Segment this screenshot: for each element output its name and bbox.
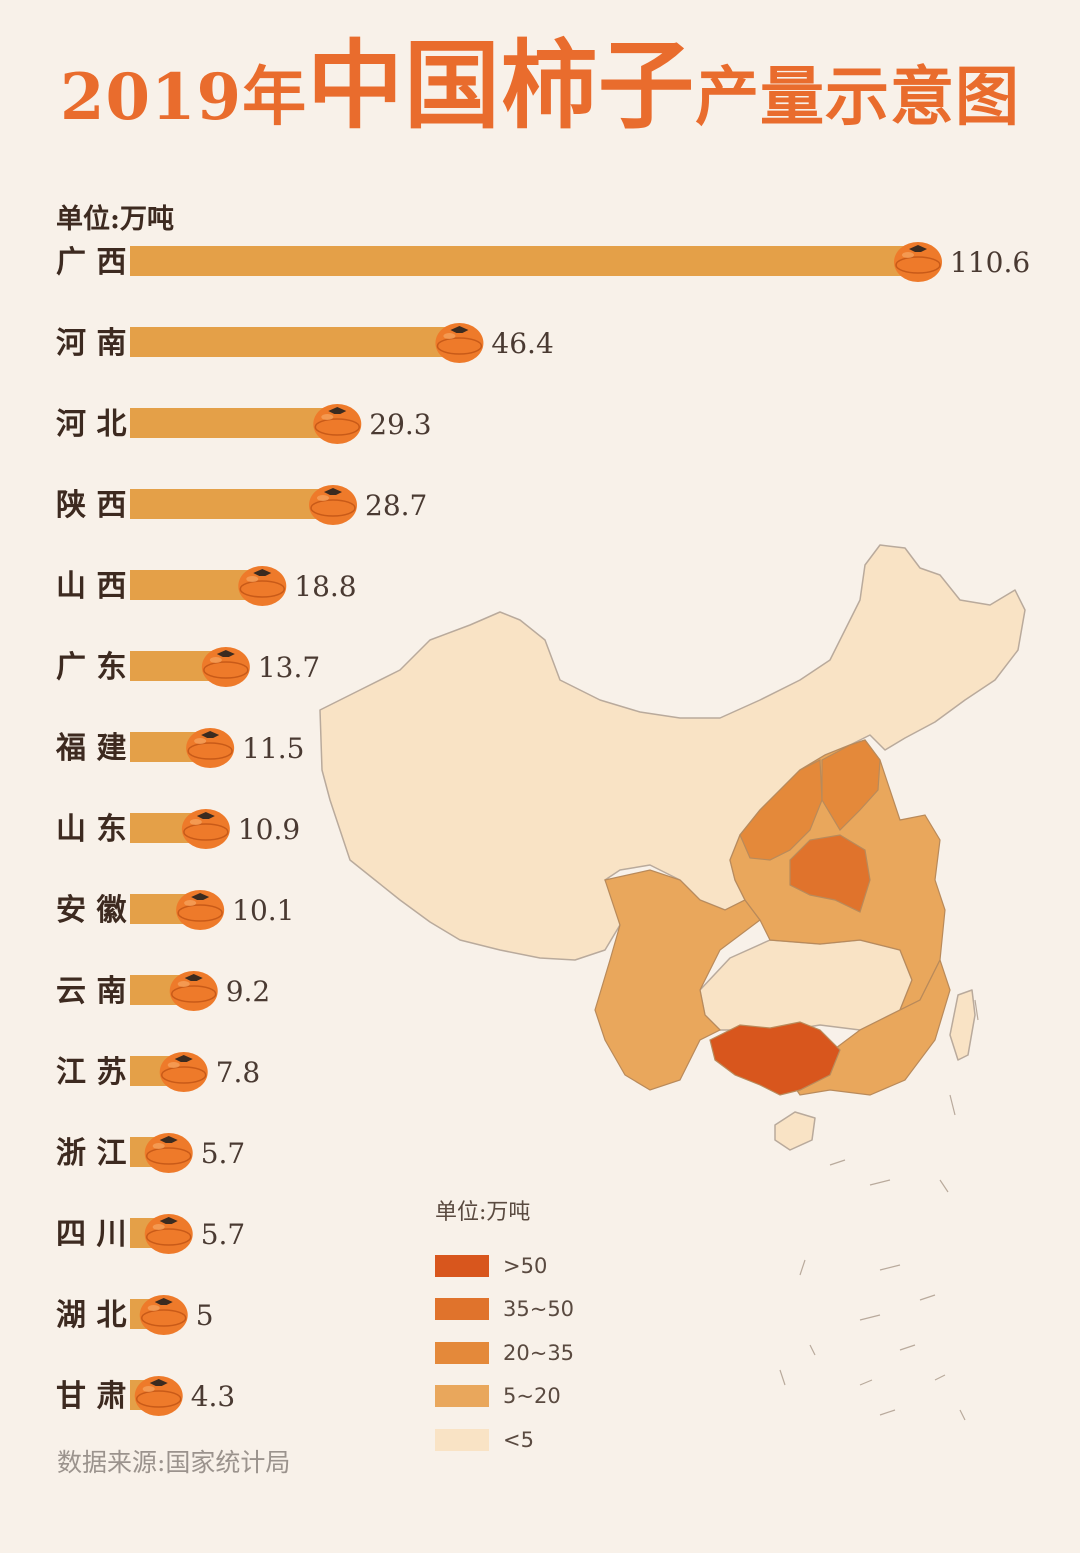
map-region-outer xyxy=(319,544,1026,1151)
bar-row: 安 徽 10.1 xyxy=(56,890,294,930)
bar-category-label: 云 南 xyxy=(56,974,126,1009)
bar-value-label: 28.7 xyxy=(365,489,427,522)
legend-item: 5~20 xyxy=(435,1375,574,1419)
map-region-2035 xyxy=(739,739,881,861)
title-year: 2019年 xyxy=(59,60,308,135)
map-islands xyxy=(779,999,979,1421)
bar-row: 江 苏 7.8 xyxy=(56,1052,260,1092)
bar-category-label: 广 西 xyxy=(56,245,126,280)
persimmon-icon xyxy=(176,890,225,930)
map-legend-unit: 单位:万吨 xyxy=(435,1200,531,1225)
bar-row: 山 东 10.9 xyxy=(56,809,300,849)
bar-category-label: 四 川 xyxy=(56,1217,126,1252)
bar-category-label: 广 东 xyxy=(56,650,126,685)
persimmon-icon xyxy=(144,1133,193,1173)
bar-category-label: 浙 江 xyxy=(56,1136,126,1171)
legend-item: 20~35 xyxy=(435,1331,574,1375)
legend-label: >50 xyxy=(503,1253,548,1278)
map-legend: 单位:万吨 >50 35~50 20~35 5~20 <5 xyxy=(435,1194,574,1462)
persimmon-icon xyxy=(186,728,235,768)
legend-swatch xyxy=(435,1254,489,1277)
bar-row: 河 北 29.3 xyxy=(56,404,432,444)
bar-row: 广 西 110.6 xyxy=(56,242,1030,282)
bar-row: 广 东 13.7 xyxy=(56,647,320,687)
map-region-north xyxy=(319,544,1026,961)
legend-label: 20~35 xyxy=(503,1340,575,1365)
bar-category-label: 安 徽 xyxy=(56,893,127,928)
legend-label: 5~20 xyxy=(503,1384,561,1409)
bar-category-label: 福 建 xyxy=(55,731,126,766)
bar-value-label: 29.3 xyxy=(369,408,431,441)
legend-item: 35~50 xyxy=(435,1288,574,1332)
persimmon-icon xyxy=(238,566,287,606)
persimmon-icon xyxy=(139,1295,188,1335)
bar-value-label: 10.1 xyxy=(232,894,294,927)
persimmon-icon xyxy=(435,323,484,363)
persimmon-icon xyxy=(134,1376,183,1416)
bar-row: 甘 肃 4.3 xyxy=(56,1376,235,1416)
bar xyxy=(130,408,340,438)
bar-category-label: 山 西 xyxy=(56,569,126,604)
legend-item: >50 xyxy=(435,1244,574,1288)
bar xyxy=(130,246,920,276)
legend-swatch xyxy=(435,1298,489,1321)
bar xyxy=(130,489,335,519)
bar-row: 湖 北 5 xyxy=(56,1295,214,1335)
legend-swatch xyxy=(435,1428,489,1451)
legend-item: <5 xyxy=(435,1418,574,1462)
bar-category-label: 甘 肃 xyxy=(56,1379,126,1414)
bar-value-label: 10.9 xyxy=(238,813,300,846)
bar-category-label: 山 东 xyxy=(56,812,126,847)
legend-label: <5 xyxy=(503,1427,534,1452)
bar-chart-unit-label: 单位:万吨 xyxy=(56,204,174,235)
map-legend-rows: >50 35~50 20~35 5~20 <5 xyxy=(435,1244,574,1462)
bar-category-label: 江 苏 xyxy=(56,1055,126,1090)
bar-row: 河 南 46.4 xyxy=(56,323,554,363)
bar-category-label: 陕 西 xyxy=(56,488,126,523)
page-title: 2019年中国柿子产量示意图 xyxy=(0,8,1080,147)
bar-row: 四 川 5.7 xyxy=(56,1214,245,1254)
persimmon-icon xyxy=(309,485,357,525)
bar-value-label: 5.7 xyxy=(201,1137,246,1170)
persimmon-icon xyxy=(181,809,230,849)
bar xyxy=(130,327,462,357)
bar-category-label: 湖 北 xyxy=(56,1298,126,1333)
legend-swatch xyxy=(435,1341,489,1364)
bar-row: 浙 江 5.7 xyxy=(56,1133,245,1173)
bar-value-label: 18.8 xyxy=(294,570,356,603)
bar-value-label: 46.4 xyxy=(491,327,553,360)
bar-value-label: 4.3 xyxy=(191,1380,236,1413)
bar-value-label: 13.7 xyxy=(258,651,320,684)
persimmon-icon xyxy=(313,404,362,444)
persimmon-icon xyxy=(894,242,942,282)
bar-row: 福 建 11.5 xyxy=(55,728,304,768)
data-source-note: 数据来源:国家统计局 xyxy=(57,1448,291,1477)
map-region-3550 xyxy=(789,834,871,913)
bar-value-label: 11.5 xyxy=(242,732,304,765)
map-region-taiwan xyxy=(949,989,976,1061)
title-main: 中国柿子 xyxy=(307,29,696,142)
title-suffix: 产量示意图 xyxy=(695,60,1021,135)
bar-value-label: 5 xyxy=(196,1299,214,1332)
bar-row: 陕 西 28.7 xyxy=(56,485,427,525)
map-region-hainan xyxy=(774,1111,816,1151)
map-region-50plus xyxy=(709,1021,841,1096)
bar-value-label: 9.2 xyxy=(226,975,271,1008)
persimmon-icon xyxy=(144,1214,193,1254)
bar-row: 山 西 18.8 xyxy=(56,566,357,606)
legend-swatch xyxy=(435,1385,489,1408)
bar-value-label: 7.8 xyxy=(216,1056,261,1089)
bar-category-label: 河 南 xyxy=(56,326,126,361)
bar-row: 云 南 9.2 xyxy=(56,971,270,1011)
bar-category-label: 河 北 xyxy=(56,407,126,442)
bar-value-label: 5.7 xyxy=(201,1218,246,1251)
bar-value-label: 110.6 xyxy=(950,246,1030,279)
persimmon-icon xyxy=(159,1052,208,1092)
legend-label: 35~50 xyxy=(503,1297,575,1322)
persimmon-icon xyxy=(169,971,218,1011)
persimmon-icon xyxy=(201,647,250,687)
